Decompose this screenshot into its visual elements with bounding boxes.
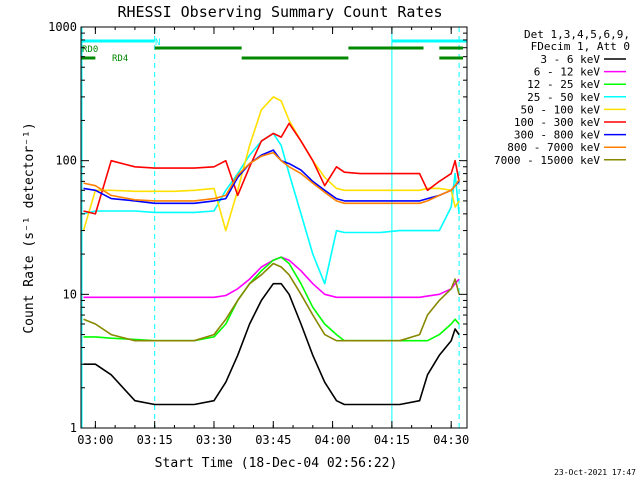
series-line-6-12-kev bbox=[83, 256, 460, 299]
series-line-25-50-kev bbox=[83, 132, 460, 285]
series-line-7000-15000-kev bbox=[83, 262, 460, 342]
x-axis: 03:00 03:15 03:30 03:45 04:00 04:15 04:30 bbox=[77, 27, 469, 447]
legend-header-1: FDecim 1, Att 0 bbox=[531, 40, 630, 53]
series-line-100-300-kev bbox=[83, 122, 460, 215]
legend-label-7000-15000-kev: 7000 - 15000 keV bbox=[494, 154, 600, 167]
y-tick-label-3: 1000 bbox=[48, 20, 77, 34]
series-line-300-800-kev bbox=[83, 149, 460, 205]
x-tick-label-0: 03:00 bbox=[77, 433, 113, 447]
legend-label-25-50-kev: 25 - 50 keV bbox=[527, 91, 600, 104]
state-flags: N RD0 RD4 bbox=[81, 38, 467, 64]
x-tick-label-6: 04:30 bbox=[433, 433, 469, 447]
x-tick-label-3: 03:45 bbox=[255, 433, 291, 447]
y-tick-label-0: 1 bbox=[70, 421, 77, 435]
flag-label-rd4: RD4 bbox=[112, 54, 128, 64]
x-tick-label-5: 04:15 bbox=[374, 433, 410, 447]
footer-timestamp: 23-Oct-2021 17:47 bbox=[554, 468, 636, 477]
y-axis-label: Count Rate (s⁻¹ detector⁻¹) bbox=[22, 122, 37, 333]
plot-frame bbox=[80, 26, 468, 429]
chart-title: RHESSI Observing Summary Count Rates bbox=[117, 3, 442, 21]
y-tick-label-2: 100 bbox=[55, 154, 77, 168]
legend-header-0: Det 1,3,4,5,6,9, bbox=[524, 28, 630, 41]
legend: Det 1,3,4,5,6,9,FDecim 1, Att 03 - 6 keV… bbox=[494, 28, 630, 167]
y-tick-label-1: 10 bbox=[63, 287, 77, 301]
legend-label-6-12-kev: 6 - 12 keV bbox=[534, 66, 601, 79]
x-tick-label-4: 04:00 bbox=[315, 433, 351, 447]
x-tick-label-2: 03:30 bbox=[196, 433, 232, 447]
x-axis-label: Start Time (18-Dec-04 02:56:22) bbox=[155, 456, 398, 471]
legend-label-3-6-kev: 3 - 6 keV bbox=[540, 53, 600, 66]
y-axis: 1 10 100 1000 bbox=[48, 20, 467, 435]
flag-label-n: N bbox=[155, 38, 160, 48]
series-line-12-25-kev bbox=[83, 256, 460, 342]
legend-label-100-300-kev: 100 - 300 keV bbox=[514, 116, 600, 129]
legend-label-12-25-kev: 12 - 25 keV bbox=[527, 78, 600, 91]
legend-label-300-800-kev: 300 - 800 keV bbox=[514, 129, 600, 142]
series-lines bbox=[81, 27, 460, 428]
legend-label-50-100-kev: 50 - 100 keV bbox=[521, 103, 601, 116]
series-line-3-6-kev bbox=[83, 282, 460, 406]
legend-label-800-7000-kev: 800 - 7000 keV bbox=[507, 141, 600, 154]
series-line-800-7000-kev bbox=[83, 151, 460, 205]
x-tick-label-1: 03:15 bbox=[137, 433, 173, 447]
series-line-50-100-kev bbox=[82, 96, 460, 232]
flag-label-rd0: RD0 bbox=[82, 45, 98, 55]
